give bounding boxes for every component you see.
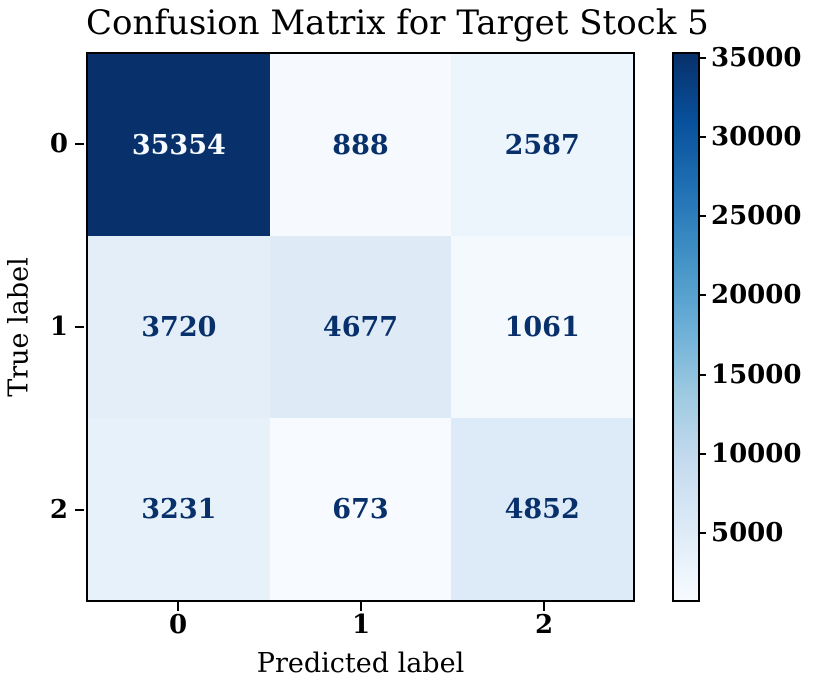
colorbar-tick-mark	[699, 135, 706, 138]
matrix-cell: 4852	[451, 418, 633, 600]
chart-title: Confusion Matrix for Target Stock 5	[86, 3, 709, 43]
matrix-cell: 673	[269, 418, 452, 600]
x-tick-mark	[177, 602, 179, 611]
matrix-cell: 35354	[88, 54, 270, 236]
colorbar-tick-label: 30000	[711, 121, 802, 152]
colorbar-tick-mark	[699, 215, 706, 218]
y-tick-mark	[75, 509, 84, 511]
matrix-cell: 888	[269, 54, 452, 236]
y-tick-label: 2	[49, 495, 68, 525]
colorbar-tick-label: 25000	[711, 201, 802, 232]
colorbar-tick-label: 5000	[711, 518, 784, 549]
x-axis-label: Predicted label	[256, 648, 465, 679]
y-tick-label: 0	[49, 129, 68, 159]
matrix-cell: 1061	[451, 236, 633, 418]
matrix-cell: 4677	[269, 236, 452, 418]
heatmap-grid: 35354 888 2587 3720 4677 1061 3231 673 4852	[86, 52, 635, 602]
colorbar-tick-mark	[699, 532, 706, 535]
x-tick-mark	[543, 602, 545, 611]
y-tick-label: 1	[49, 312, 68, 342]
colorbar	[672, 52, 700, 602]
colorbar-tick-mark	[699, 373, 706, 376]
colorbar-tick-mark	[699, 56, 706, 59]
y-tick-mark	[75, 326, 84, 328]
x-tick-label: 2	[534, 610, 554, 640]
colorbar-tick-label: 35000	[711, 42, 802, 73]
matrix-cell: 3720	[88, 236, 270, 418]
colorbar-tick-label: 15000	[711, 359, 802, 390]
x-tick-label: 0	[168, 610, 188, 640]
colorbar-tick-label: 20000	[711, 280, 802, 311]
colorbar-tick-label: 10000	[711, 439, 802, 470]
matrix-cell: 3231	[88, 418, 270, 600]
y-tick-mark	[75, 143, 84, 145]
matrix-cell: 2587	[451, 54, 633, 236]
colorbar-tick-mark	[699, 294, 706, 297]
colorbar-tick-mark	[699, 453, 706, 456]
x-tick-mark	[360, 602, 362, 611]
x-tick-label: 1	[351, 610, 371, 640]
